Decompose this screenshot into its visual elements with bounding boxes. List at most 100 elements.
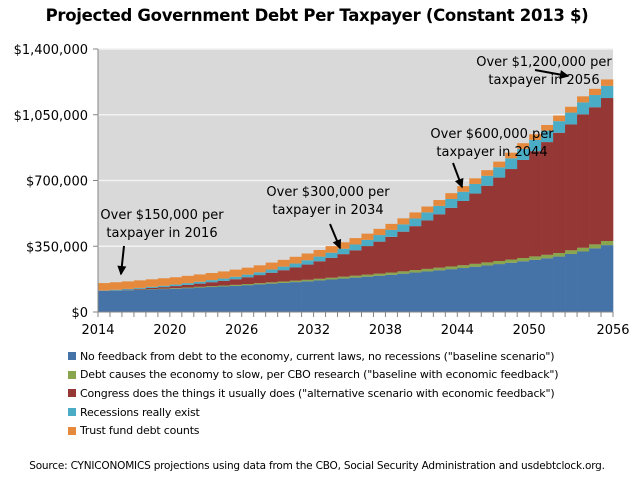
bar-segment-2019-s3 <box>157 285 171 288</box>
bar-segment-2042-s2 <box>433 214 446 268</box>
annotation-arrowhead-2016 <box>117 265 127 276</box>
bar-segment-2041-s3 <box>421 212 434 221</box>
bar-segment-2024-s0 <box>217 286 231 312</box>
bar-segment-2047-s1 <box>493 260 506 265</box>
bar-segment-2050-s4 <box>529 134 542 140</box>
bar-segment-2045-s4 <box>469 178 482 184</box>
bar-segment-2055-s4 <box>589 88 602 96</box>
y-tick-label: $1,050,000 <box>14 109 88 124</box>
bar-segment-2031-s3 <box>301 260 314 265</box>
bar-segment-2046-s2 <box>481 185 494 263</box>
bar-segment-2056-s0 <box>601 245 614 312</box>
bar-segment-2033-s3 <box>325 252 338 258</box>
bar-segment-2035-s3 <box>349 244 362 251</box>
bar-segment-2040-s0 <box>409 272 422 312</box>
bar-segment-2053-s4 <box>565 106 578 113</box>
bar-segment-2027-s3 <box>253 272 266 276</box>
legend-item-alternative: Congress does the things it usually does… <box>68 384 558 403</box>
bar-segment-2035-s0 <box>349 277 362 312</box>
bar-segment-2029-s3 <box>277 266 290 271</box>
bar-segment-2021-s3 <box>181 283 195 285</box>
bar-segment-2044-s0 <box>457 268 470 312</box>
bar-segment-2022-s1 <box>193 286 207 288</box>
bar-segment-2049-s2 <box>517 159 530 258</box>
bar-segment-2050-s1 <box>529 256 542 260</box>
legend-item-feedback: Debt causes the economy to slow, per CBO… <box>68 366 559 385</box>
bar-segment-2041-s2 <box>421 220 434 269</box>
x-tick-label: 2014 <box>81 323 114 338</box>
bar-segment-2022-s3 <box>193 281 207 284</box>
bar-segment-2034-s2 <box>337 254 350 277</box>
legend-swatch-feedback <box>68 370 76 379</box>
bar-segment-2052-s1 <box>553 253 566 257</box>
bar-segment-2029-s0 <box>277 282 290 312</box>
bar-segment-2017-s2 <box>133 288 147 290</box>
bar-segment-2045-s1 <box>469 263 482 267</box>
bar-segment-2043-s0 <box>445 269 458 312</box>
source-note: Source: CYNICONOMICS projections using d… <box>29 460 605 472</box>
bar-segment-2055-s3 <box>589 95 602 108</box>
bar-segment-2043-s1 <box>445 266 458 270</box>
bar-segment-2033-s0 <box>325 279 338 312</box>
y-tick-label: $350,000 <box>26 240 88 255</box>
bar-segment-2054-s4 <box>577 96 590 103</box>
bar-segment-2039-s3 <box>397 224 410 232</box>
bar-segment-2041-s4 <box>421 206 434 213</box>
bar-segment-2034-s4 <box>337 242 350 249</box>
bar-segment-2044-s3 <box>457 191 470 201</box>
bar-segment-2020-s4 <box>169 277 183 285</box>
bar-segment-2025-s3 <box>229 276 243 280</box>
bar-segment-2042-s0 <box>433 270 446 312</box>
bar-segment-2025-s4 <box>229 269 243 277</box>
bar-segment-2056-s2 <box>601 98 614 241</box>
bar-segment-2039-s2 <box>397 231 410 272</box>
bar-segment-2047-s4 <box>493 161 506 168</box>
bar-segment-2052-s3 <box>553 121 566 133</box>
bar-segment-2028-s1 <box>265 282 278 284</box>
bar-segment-2024-s4 <box>217 271 231 279</box>
bar-segment-2040-s1 <box>409 270 422 273</box>
bar-segment-2042-s4 <box>433 200 446 206</box>
bar-segment-2046-s1 <box>481 262 494 266</box>
bar-segment-2040-s4 <box>409 212 422 219</box>
bar-segment-2027-s1 <box>253 283 266 285</box>
bar-segment-2045-s0 <box>469 266 482 312</box>
bar-segment-2030-s2 <box>289 267 302 281</box>
bar-segment-2045-s3 <box>469 183 482 194</box>
bar-segment-2039-s1 <box>397 271 410 274</box>
bar-segment-2020-s1 <box>169 288 183 289</box>
legend: No feedback from debt to the economy, cu… <box>68 347 559 440</box>
annotation-text-2016: Over $150,000 per <box>100 208 224 223</box>
bar-segment-2026-s1 <box>241 284 254 286</box>
legend-swatch-trust-fund <box>68 426 76 435</box>
bar-segment-2049-s4 <box>517 143 530 149</box>
bar-segment-2054-s2 <box>577 114 590 248</box>
bar-segment-2043-s2 <box>445 207 458 267</box>
bar-segment-2015-s4 <box>109 282 123 290</box>
bar-segment-2037-s3 <box>373 235 386 242</box>
bar-segment-2027-s0 <box>253 284 266 312</box>
annotation-text-2056: taxpayer in 2056 <box>488 73 599 88</box>
bar-segment-2037-s4 <box>373 228 386 236</box>
bar-segment-2029-s1 <box>277 281 290 283</box>
bar-segment-2051-s1 <box>541 254 554 259</box>
bar-segment-2052-s0 <box>553 256 566 312</box>
bar-segment-2023-s4 <box>205 273 219 281</box>
bar-segment-2021-s2 <box>181 284 195 288</box>
legend-item-recessions: Recessions really exist <box>68 403 558 422</box>
bar-segment-2038-s2 <box>385 236 398 273</box>
bar-segment-2049-s3 <box>517 148 530 160</box>
bar-segment-2048-s4 <box>505 152 518 159</box>
x-tick-label: 2032 <box>297 323 330 338</box>
chart-svg: $0 $350,000 $700,000 $1,050,000 $1,400,000 20… <box>14 43 630 338</box>
bar-segment-2053-s2 <box>565 124 578 251</box>
bar-segment-2047-s3 <box>493 167 506 178</box>
bar-segment-2020-s2 <box>169 286 183 289</box>
bar-segment-2018-s3 <box>145 286 159 288</box>
bar-segment-2038-s1 <box>385 272 398 275</box>
bar-segment-2051-s2 <box>541 142 554 255</box>
bar-segment-2032-s4 <box>313 250 326 257</box>
bar-segment-2024-s2 <box>217 280 231 286</box>
bar-segment-2015-s3 <box>109 289 123 291</box>
bar-segment-2037-s0 <box>373 275 386 312</box>
